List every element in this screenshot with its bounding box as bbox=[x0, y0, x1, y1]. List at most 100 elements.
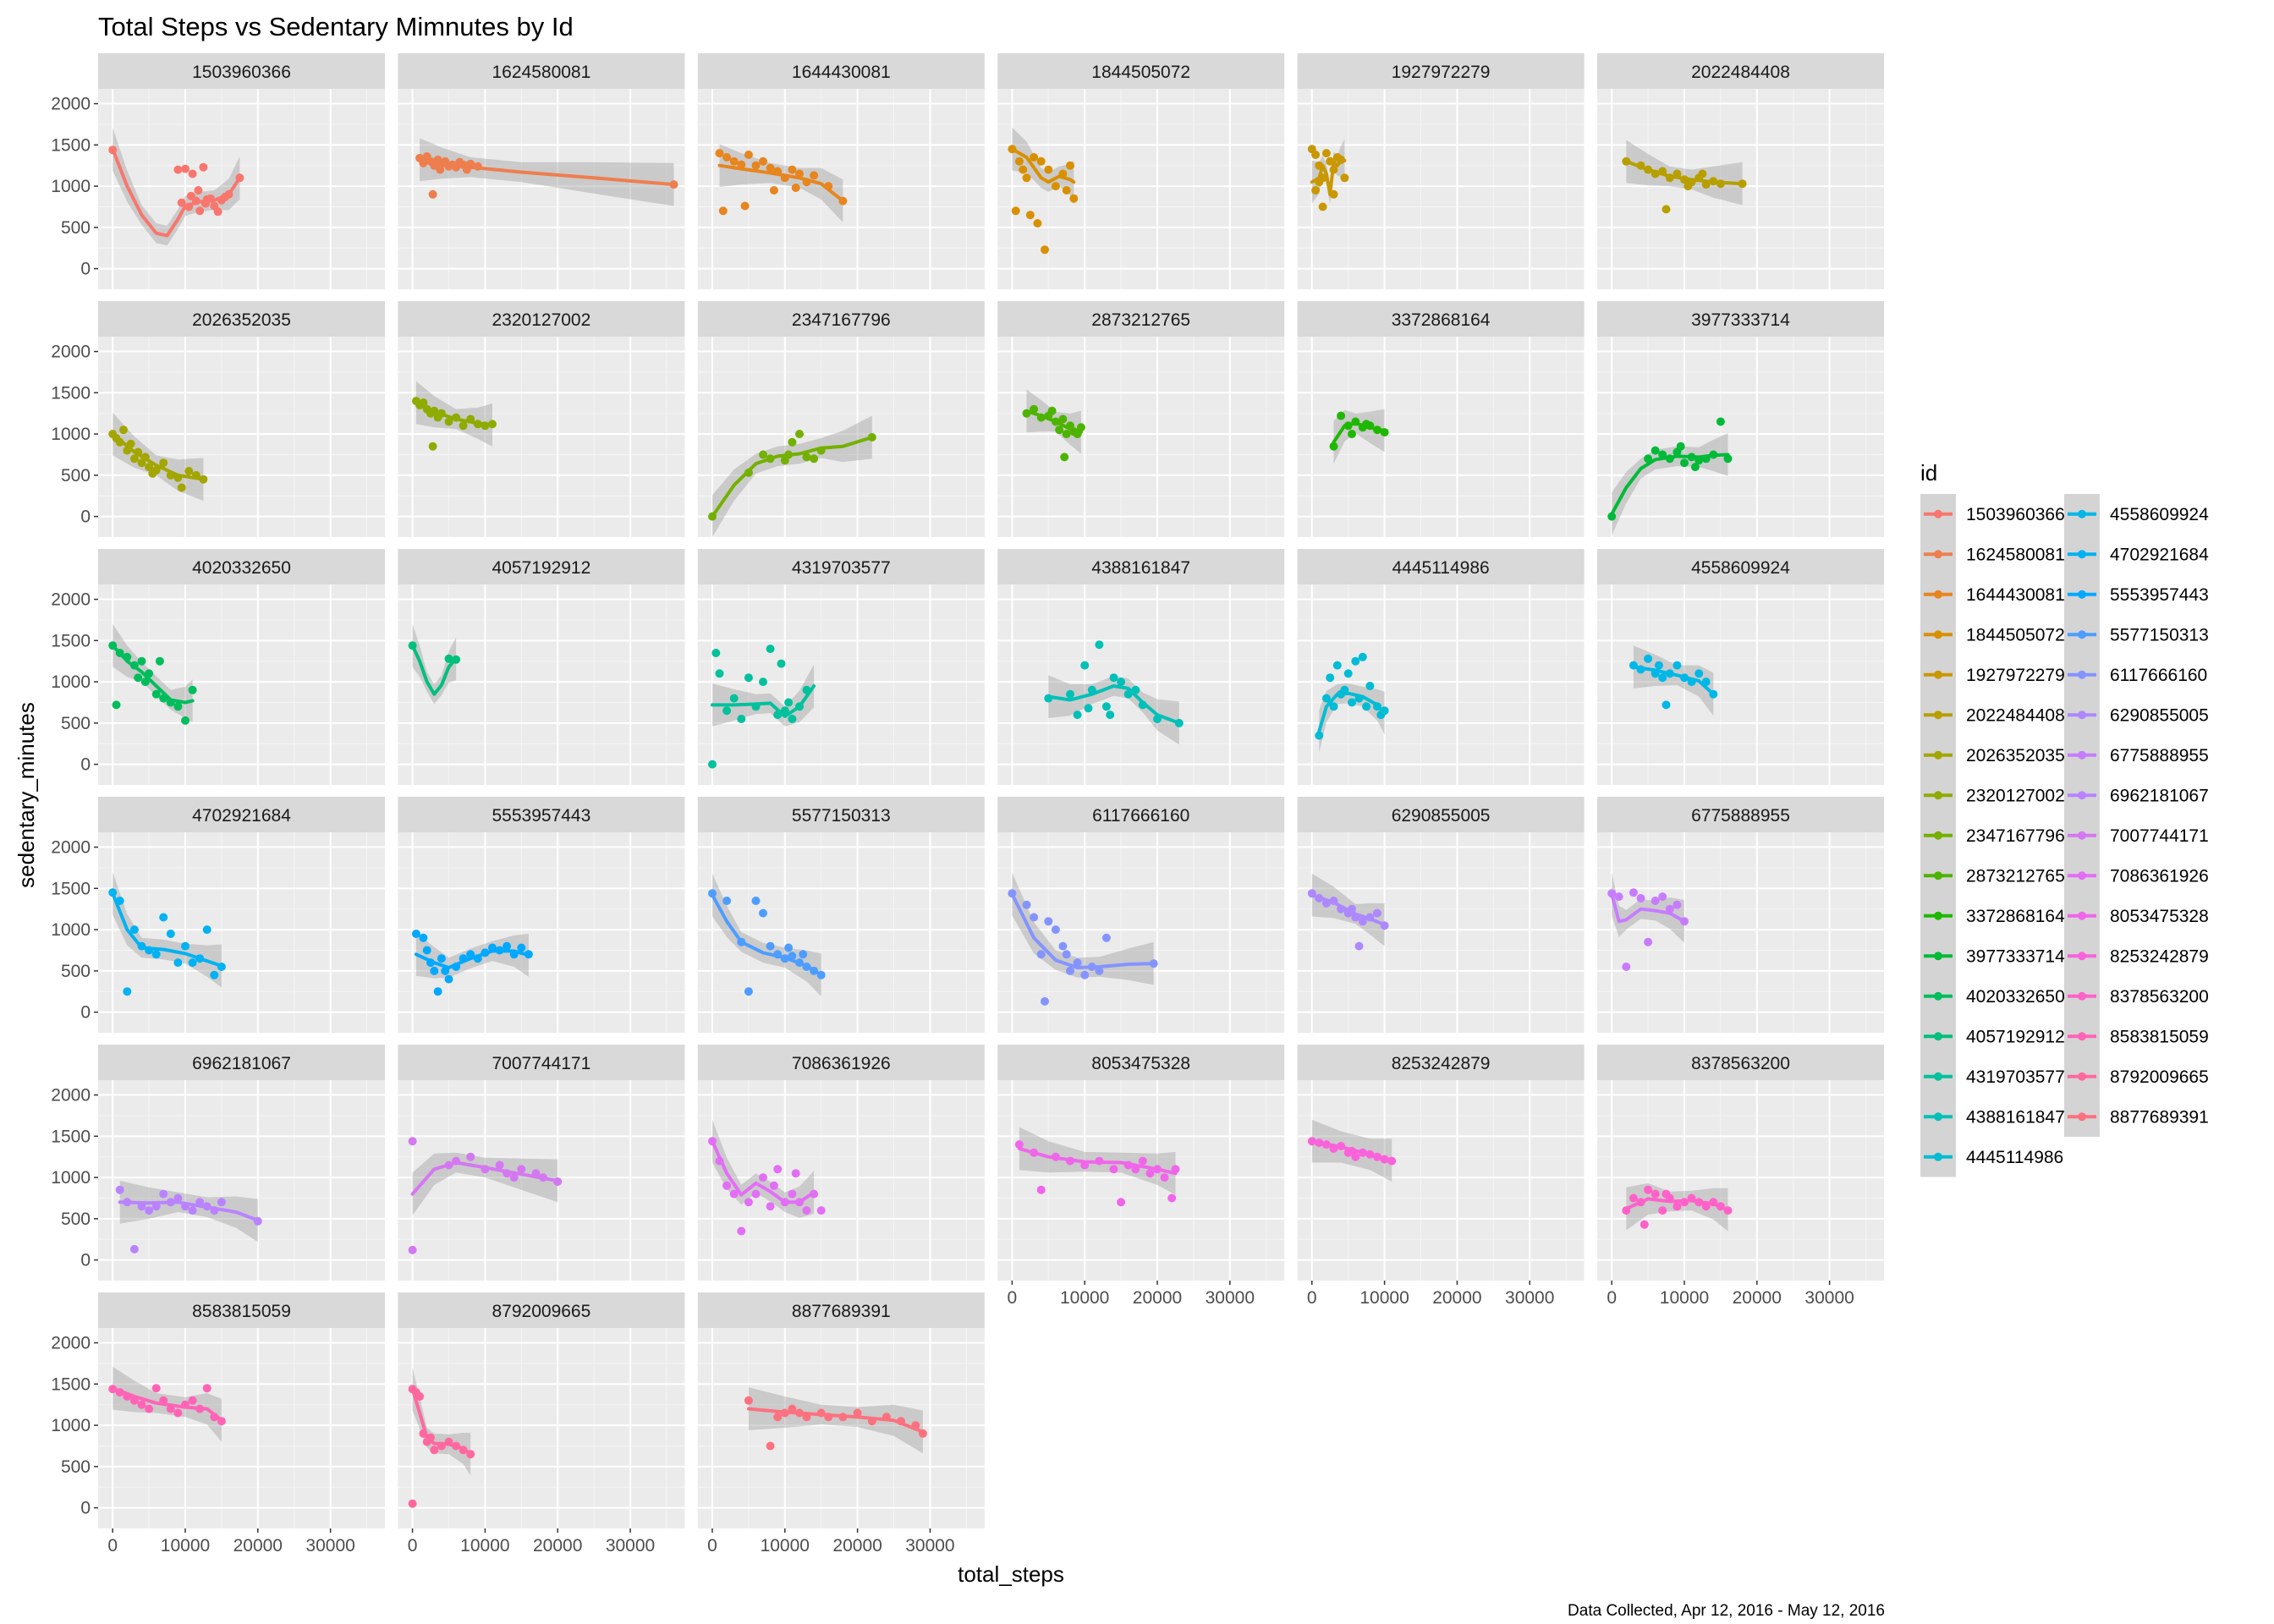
legend-point bbox=[1934, 630, 1942, 639]
legend-label: 2347167796 bbox=[1966, 826, 2065, 846]
legend-label: 4558609924 bbox=[2110, 505, 2209, 524]
legend-point bbox=[1934, 1072, 1942, 1081]
facet-panel-7086361926: 7086361926 bbox=[697, 1045, 985, 1281]
data-point bbox=[181, 941, 190, 951]
data-point bbox=[177, 483, 186, 492]
data-point bbox=[1654, 661, 1663, 670]
smooth-line bbox=[1010, 892, 1156, 969]
data-point bbox=[769, 186, 778, 195]
legend-label: 4388161847 bbox=[1966, 1107, 2065, 1127]
legend-point bbox=[2078, 630, 2086, 639]
facet-panel-2320127002: 2320127002 bbox=[398, 301, 685, 537]
data-point bbox=[1373, 908, 1381, 918]
facet-strip bbox=[98, 549, 385, 584]
y-tick-label: 0 bbox=[80, 1499, 91, 1518]
facet-panel-8253242879: 8253242879 0 10000 20000 30000 bbox=[1297, 1045, 1585, 1308]
data-point bbox=[751, 897, 761, 905]
legend-label: 4319703577 bbox=[1966, 1067, 2065, 1087]
data-point bbox=[1629, 1193, 1638, 1203]
smooth-line bbox=[1024, 409, 1083, 435]
data-point bbox=[1348, 698, 1356, 707]
legend-point bbox=[2078, 550, 2086, 559]
smooth-line bbox=[1017, 1147, 1178, 1176]
panel-background bbox=[697, 832, 985, 1033]
data-point bbox=[1036, 1185, 1046, 1194]
x-tick-label: 10000 bbox=[1660, 1288, 1709, 1308]
legend-point bbox=[2078, 952, 2086, 961]
data-point bbox=[188, 685, 197, 694]
smooth-line bbox=[1310, 1139, 1394, 1162]
data-point bbox=[1106, 710, 1115, 720]
data-point bbox=[517, 943, 526, 952]
x-tick-label: 30000 bbox=[905, 1536, 954, 1555]
data-point bbox=[729, 1189, 739, 1199]
legend-label: 3977333714 bbox=[1966, 946, 2065, 966]
facet-strip-label: 2873212765 bbox=[1091, 310, 1190, 330]
legend-label: 4020332650 bbox=[1966, 987, 2065, 1007]
facet-panel-1844505072: 1844505072 bbox=[997, 53, 1285, 289]
data-point bbox=[181, 164, 190, 173]
data-point bbox=[737, 1226, 746, 1236]
x-tick-label: 20000 bbox=[533, 1536, 582, 1555]
x-tick-label: 0 bbox=[707, 1536, 717, 1555]
facet-panel-1503960366: 1503960366 0 500 1000 1500 2000 bbox=[51, 53, 385, 289]
confidence-band bbox=[712, 873, 821, 997]
data-point bbox=[1014, 156, 1024, 166]
confidence-band bbox=[1012, 872, 1154, 985]
data-point bbox=[213, 207, 222, 217]
x-tick-label: 20000 bbox=[1733, 1288, 1782, 1308]
data-point bbox=[722, 153, 732, 162]
legend-item-2347167796: 2347167796 bbox=[1920, 815, 2065, 856]
data-point bbox=[744, 987, 753, 996]
facet-panel-4388161847: 4388161847 bbox=[997, 549, 1285, 785]
data-point bbox=[129, 1244, 139, 1254]
data-point bbox=[1673, 900, 1682, 909]
data-point bbox=[1109, 673, 1118, 683]
legend-item-1927972279: 1927972279 bbox=[1920, 655, 2065, 695]
facet-strip-label: 1624580081 bbox=[492, 63, 591, 82]
legend-point bbox=[1934, 952, 1942, 961]
data-point bbox=[1167, 1193, 1177, 1203]
legend-label: 1644430081 bbox=[1966, 585, 2065, 605]
data-point bbox=[145, 463, 154, 472]
x-tick-label: 10000 bbox=[161, 1536, 210, 1555]
data-point bbox=[119, 425, 128, 435]
y-tick-label: 1000 bbox=[51, 672, 91, 692]
data-point bbox=[1673, 661, 1682, 670]
facet-panel-4319703577: 4319703577 bbox=[697, 549, 985, 785]
legend-title: id bbox=[1920, 460, 1937, 486]
panel-background bbox=[697, 1080, 985, 1281]
panel-background bbox=[997, 1080, 1285, 1281]
legend-point bbox=[2078, 1072, 2086, 1081]
legend-point bbox=[2078, 1032, 2086, 1041]
legend-label: 5553957443 bbox=[2110, 585, 2209, 605]
data-point bbox=[1695, 669, 1704, 678]
legend-point bbox=[1934, 670, 1942, 679]
x-tick-label: 0 bbox=[1607, 1288, 1617, 1308]
panel-background bbox=[997, 584, 1285, 785]
panel-background bbox=[1297, 89, 1585, 289]
confidence-band bbox=[412, 623, 457, 705]
x-tick-label: 30000 bbox=[1505, 1288, 1554, 1308]
legend-item-3372868164: 3372868164 bbox=[1920, 896, 2065, 936]
data-point bbox=[759, 908, 767, 918]
data-point bbox=[166, 930, 175, 938]
smooth-line bbox=[111, 147, 242, 238]
data-point bbox=[766, 645, 775, 654]
data-point bbox=[1662, 205, 1671, 214]
y-tick-label: 500 bbox=[61, 1210, 91, 1229]
legend-label: 6117666160 bbox=[2110, 666, 2207, 685]
data-point bbox=[408, 1137, 417, 1146]
y-tick-label: 500 bbox=[61, 714, 91, 733]
facet-strip-label: 8792009665 bbox=[492, 1302, 591, 1321]
data-point bbox=[430, 1446, 439, 1455]
data-point bbox=[1055, 425, 1064, 435]
data-point bbox=[1365, 682, 1375, 690]
data-point bbox=[795, 430, 804, 439]
panel-background bbox=[98, 337, 385, 537]
facet-panel-8378563200: 8378563200 0 10000 20000 30000 bbox=[1597, 1045, 1884, 1308]
legend-item-5553957443: 5553957443 bbox=[2064, 574, 2209, 615]
x-tick-label: 30000 bbox=[606, 1536, 655, 1555]
facet-strip-label: 7086361926 bbox=[792, 1054, 891, 1073]
data-point bbox=[1101, 702, 1111, 711]
